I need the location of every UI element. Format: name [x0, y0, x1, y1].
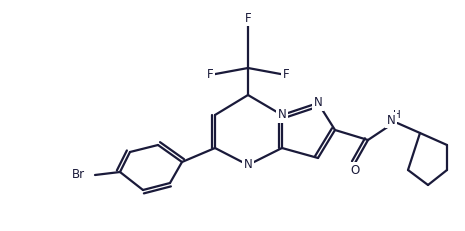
Text: N: N — [244, 158, 252, 171]
Text: F: F — [245, 12, 251, 24]
Text: O: O — [350, 164, 359, 176]
Text: N: N — [313, 97, 322, 109]
Text: F: F — [283, 69, 289, 82]
Text: N: N — [278, 109, 286, 122]
Text: Br: Br — [72, 168, 85, 182]
Text: N: N — [386, 113, 395, 127]
Text: H: H — [393, 110, 401, 120]
Text: F: F — [206, 69, 213, 82]
